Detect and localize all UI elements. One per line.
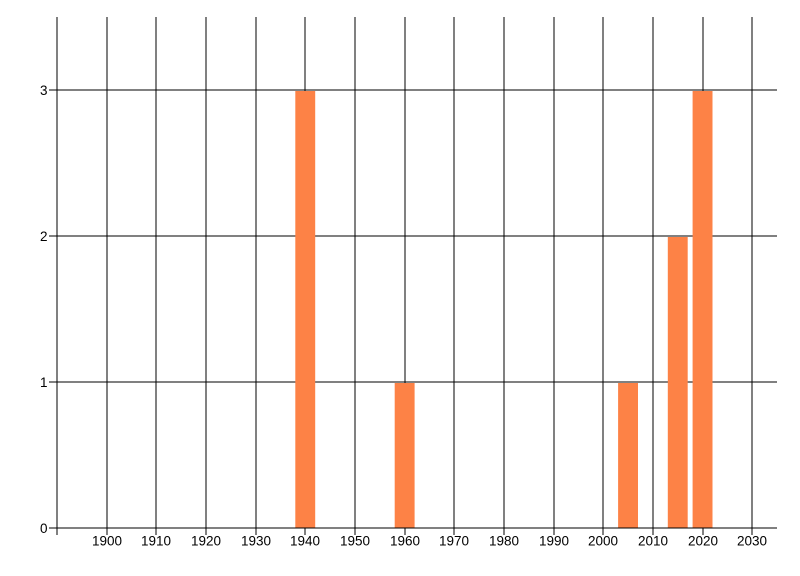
x-tick-label: 1970	[439, 534, 469, 549]
x-tick-label: 2030	[737, 534, 767, 549]
y-tick-label: 2	[40, 229, 48, 244]
x-tick-label: 1950	[340, 534, 370, 549]
x-tick-label: 1940	[290, 534, 320, 549]
x-tick-label: 1980	[489, 534, 519, 549]
x-tick-label: 1960	[390, 534, 420, 549]
x-tick-label: 1900	[92, 534, 122, 549]
y-tick-label: 3	[40, 83, 48, 98]
bar-1960	[394, 383, 415, 528]
y-tick-label: 1	[40, 375, 48, 390]
x-tick-labels: 1900 1910 1920 1930 1940 1950 1960 1970 1980 1990…	[92, 534, 767, 549]
x-tick-label: 1920	[191, 534, 221, 549]
x-tick-label: 1910	[141, 534, 171, 549]
bar-2015	[667, 237, 688, 528]
bar-1940	[295, 91, 316, 528]
x-tick-label: 2010	[638, 534, 668, 549]
x-tick-label: 1990	[539, 534, 569, 549]
x-tick-label: 2000	[588, 534, 618, 549]
bars	[295, 91, 713, 528]
bar-2005	[618, 383, 638, 528]
bar-2020	[692, 91, 713, 528]
y-tick-labels: 0 1 2 3	[40, 83, 48, 536]
x-tick-label: 2020	[688, 534, 718, 549]
x-tick-label: 1930	[241, 534, 271, 549]
y-tick-label: 0	[40, 521, 48, 536]
